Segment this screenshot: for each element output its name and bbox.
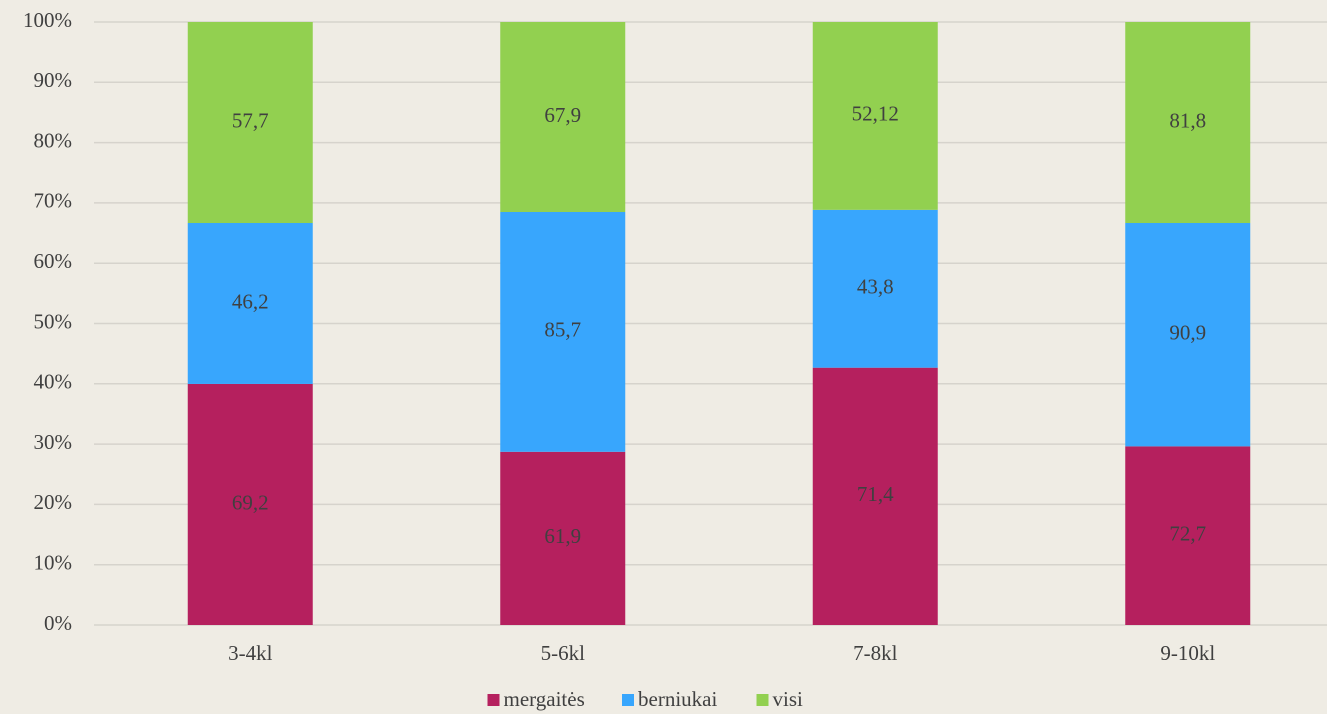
legend-label: visi xyxy=(773,687,804,711)
bar-segment xyxy=(1125,22,1251,223)
y-tick-label: 90% xyxy=(34,68,73,92)
bar-segment xyxy=(812,22,938,210)
y-tick-label: 70% xyxy=(34,189,73,213)
y-tick-label: 10% xyxy=(34,551,73,575)
y-tick-label: 80% xyxy=(34,128,73,152)
bar-segment xyxy=(500,451,626,625)
data-label: 43,8 xyxy=(857,275,894,299)
legend-swatch xyxy=(622,694,634,706)
bar-segment xyxy=(187,223,313,384)
y-tick-label: 50% xyxy=(34,309,73,333)
bar-segment xyxy=(500,211,626,452)
bar-segment xyxy=(500,22,626,212)
x-tick-label: 9-10kl xyxy=(1160,641,1215,665)
data-label: 46,2 xyxy=(232,289,269,313)
bar-segment xyxy=(187,383,313,625)
bar-segment xyxy=(187,22,313,223)
x-tick-label: 5-6kl xyxy=(541,641,585,665)
legend-label: mergaitės xyxy=(504,687,585,711)
data-label: 57,7 xyxy=(232,108,269,132)
legend-swatch xyxy=(756,694,769,706)
data-label: 71,4 xyxy=(857,482,894,506)
y-tick-label: 60% xyxy=(34,249,73,273)
data-label: 85,7 xyxy=(544,318,581,342)
data-label: 52,12 xyxy=(852,102,899,126)
bar-segment xyxy=(812,367,938,625)
data-label: 69,2 xyxy=(232,490,269,514)
legend-swatch xyxy=(487,694,500,706)
legend-label: berniukai xyxy=(638,687,717,711)
data-label: 61,9 xyxy=(544,524,581,548)
bar-segment xyxy=(812,209,938,368)
y-tick-label: 100% xyxy=(23,8,72,32)
y-tick-label: 20% xyxy=(34,490,73,514)
bar-segment xyxy=(1125,223,1251,447)
data-label: 90,9 xyxy=(1169,320,1206,344)
data-label: 67,9 xyxy=(544,103,581,127)
y-tick-label: 40% xyxy=(34,370,73,394)
x-tick-label: 3-4kl xyxy=(228,641,272,665)
data-label: 72,7 xyxy=(1169,521,1206,545)
data-label: 81,8 xyxy=(1169,108,1206,132)
bar-segment xyxy=(1125,446,1251,625)
x-tick-label: 7-8kl xyxy=(853,641,897,665)
y-tick-label: 30% xyxy=(34,430,73,454)
y-tick-label: 0% xyxy=(44,611,72,635)
